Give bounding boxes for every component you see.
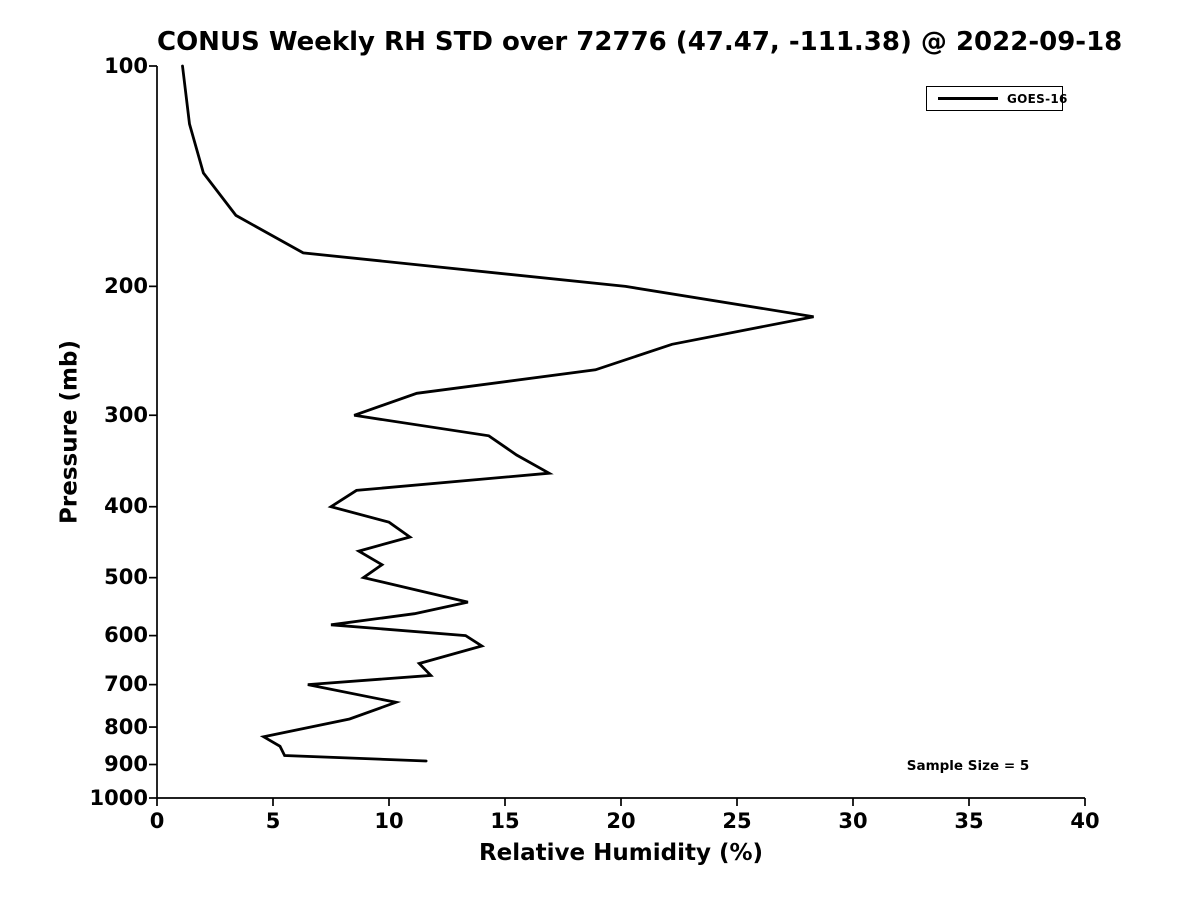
- x-tick-label: 40: [1070, 809, 1100, 833]
- x-tick-label: 10: [374, 809, 404, 833]
- x-tick-label: 20: [606, 809, 636, 833]
- y-tick-label: 900: [104, 752, 148, 776]
- legend-label: GOES-16: [1007, 91, 1068, 106]
- y-tick-label: 100: [104, 53, 148, 78]
- x-tick-label: 35: [954, 809, 984, 833]
- x-tick-label: 30: [838, 809, 868, 833]
- y-tick-label: 300: [104, 402, 148, 427]
- chart-title: CONUS Weekly RH STD over 72776 (47.47, -…: [157, 27, 1123, 57]
- legend-line-sample: [938, 97, 998, 100]
- x-axis-label: Relative Humidity (%): [478, 840, 764, 866]
- y-tick-label: 500: [104, 565, 148, 590]
- x-tick-label: 25: [722, 809, 752, 833]
- sample-size-annotation: Sample Size = 5: [906, 758, 1030, 774]
- y-tick-label: 1000: [89, 785, 148, 810]
- x-tick-label: 0: [149, 809, 165, 833]
- series-line-goes-16: [181, 64, 814, 763]
- y-tick-label: 200: [104, 273, 148, 298]
- y-tick-label: 700: [104, 672, 148, 697]
- legend: GOES-16: [926, 86, 1067, 111]
- y-tick-label: 400: [104, 494, 148, 519]
- y-tick-label: 800: [104, 714, 148, 739]
- x-tick-label: 5: [265, 809, 281, 833]
- y-tick-label: 600: [104, 623, 148, 648]
- y-axis-label: Pressure (mb): [56, 340, 83, 524]
- x-tick-label: 15: [490, 809, 520, 833]
